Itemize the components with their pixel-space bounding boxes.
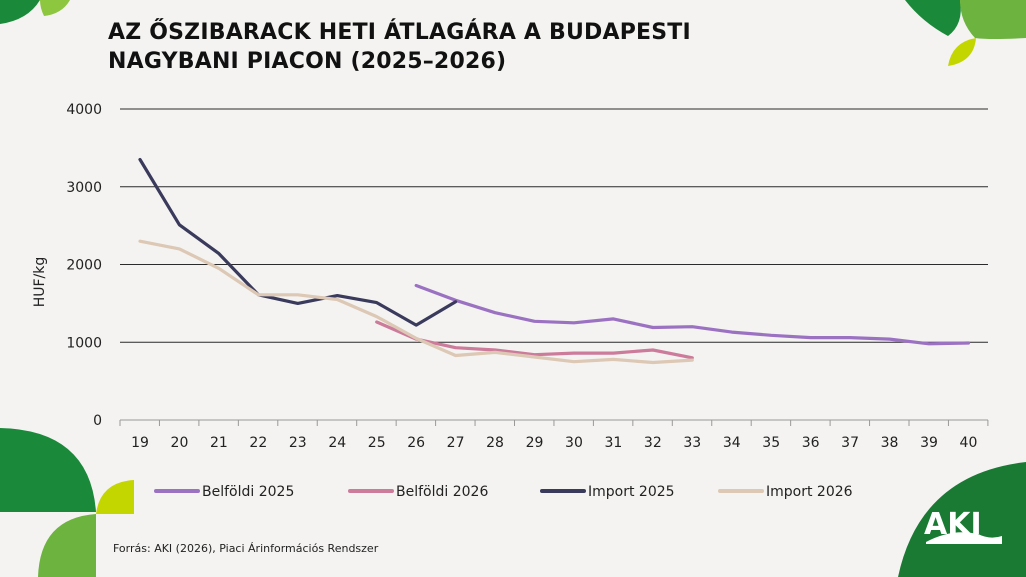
x-tick-label: 19: [131, 435, 149, 451]
x-tick-label: 36: [802, 435, 820, 451]
x-tick-label: 29: [526, 435, 544, 451]
x-tick-label: 34: [723, 435, 741, 451]
gridlines: [120, 108, 988, 343]
leaf-top-left-light: [40, 0, 70, 16]
x-tick-label: 33: [683, 435, 701, 451]
x-tick-label: 20: [171, 435, 189, 451]
x-tick-label: 24: [328, 435, 346, 451]
y-tick-label: 2000: [66, 258, 102, 274]
legend: Belföldi 2025 Belföldi 2026 Import 2025 Imp…: [154, 484, 853, 500]
leaf-top-right-dark: [905, 0, 961, 36]
leaf-top-left-dark: [0, 0, 40, 24]
x-tick-label: 32: [644, 435, 662, 451]
x-tick-label: 30: [565, 435, 583, 451]
leaf-bottom-left-lime: [96, 480, 134, 514]
y-tick-label: 1000: [66, 335, 102, 351]
x-tick-label: 22: [249, 435, 267, 451]
x-tick-label: 27: [447, 435, 465, 451]
chart-title: AZ ŐSZIBARACK HETI ÁTLAGÁRA A BUDAPESTI …: [108, 18, 691, 76]
x-tick-label: 40: [960, 435, 978, 451]
y-axis-label: HUF/kg: [32, 257, 48, 308]
x-tick-label: 28: [486, 435, 504, 451]
chart-title-line-1: AZ ŐSZIBARACK HETI ÁTLAGÁRA A BUDAPESTI: [108, 20, 691, 45]
series-line-3: [138, 157, 458, 327]
x-tick-label: 25: [368, 435, 386, 451]
y-tick-label: 4000: [66, 102, 102, 118]
series-line-1: [414, 283, 971, 346]
x-tick-label: 31: [604, 435, 622, 451]
series-line-2: [375, 320, 694, 360]
leaf-top-right-mid: [960, 0, 1026, 39]
x-tick-label: 35: [762, 435, 780, 451]
logo-background-leaf: [898, 462, 1026, 577]
x-tick-label: 37: [841, 435, 859, 451]
chart-title-line-2: NAGYBANI PIACON (2025–2026): [108, 49, 507, 74]
leaf-bottom-left-mid: [38, 514, 96, 577]
legend-label-4: Import 2026: [766, 484, 853, 500]
axes: 0 1000 2000 3000 4000 19 20 21 22 23 24 25 26 27 28 29 3…: [66, 102, 989, 451]
leaf-top-right-lime: [948, 38, 976, 66]
logo-swoosh: [926, 532, 1002, 544]
y-tick-label: 0: [93, 413, 102, 429]
source-note: Forrás: AKI (2026), Piaci Árinformációs …: [113, 542, 379, 555]
x-tick-label: 21: [210, 435, 228, 451]
series-line-4: [138, 239, 694, 365]
legend-label-3: Import 2025: [588, 484, 675, 500]
x-tick-label: 39: [920, 435, 938, 451]
x-tick-label: 23: [289, 435, 307, 451]
logo-text: AKI: [924, 507, 982, 542]
legend-label-1: Belföldi 2025: [202, 484, 294, 500]
leaf-bottom-left-dark: [0, 428, 96, 512]
y-tick-label: 3000: [66, 180, 102, 196]
x-tick-label: 38: [881, 435, 899, 451]
legend-label-2: Belföldi 2026: [396, 484, 488, 500]
x-tick-label: 26: [407, 435, 425, 451]
series-lines: [138, 157, 971, 365]
